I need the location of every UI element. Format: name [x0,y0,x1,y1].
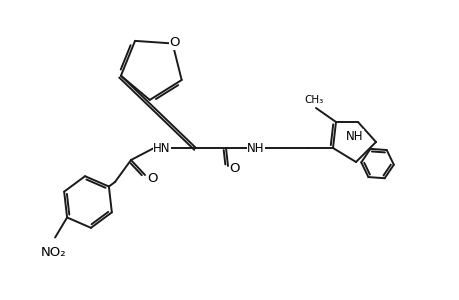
Text: O: O [169,36,179,49]
Text: O: O [229,161,240,175]
Text: NH: NH [247,142,264,154]
Text: O: O [147,172,158,184]
Text: CH₃: CH₃ [304,95,323,105]
Text: NH: NH [346,130,363,142]
Text: NO₂: NO₂ [40,246,66,259]
Text: HN: HN [153,142,170,154]
